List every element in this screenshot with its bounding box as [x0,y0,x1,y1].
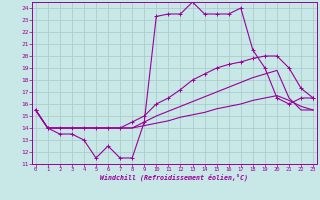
X-axis label: Windchill (Refroidissement éolien,°C): Windchill (Refroidissement éolien,°C) [100,174,248,181]
